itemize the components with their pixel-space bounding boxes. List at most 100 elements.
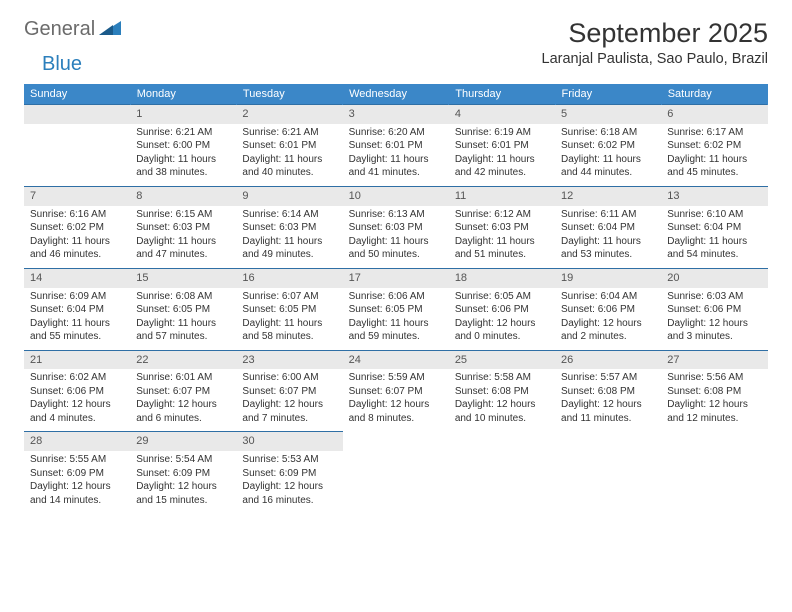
daylight-text: Daylight: 11 hours and 57 minutes. — [136, 317, 230, 344]
sunrise-text: Sunrise: 5:54 AM — [136, 453, 230, 467]
day-cell: 25Sunrise: 5:58 AMSunset: 6:08 PMDayligh… — [449, 350, 555, 432]
day-number: 17 — [343, 269, 449, 288]
logo-triangle-icon — [99, 19, 121, 40]
daylight-text: Daylight: 12 hours and 14 minutes. — [30, 480, 124, 507]
day-cell: 29Sunrise: 5:54 AMSunset: 6:09 PMDayligh… — [130, 432, 236, 513]
day-number: 2 — [236, 105, 342, 124]
sunset-text: Sunset: 6:01 PM — [242, 139, 336, 153]
sunset-text: Sunset: 6:03 PM — [136, 221, 230, 235]
day-header: Wednesday — [343, 84, 449, 105]
daylight-text: Daylight: 11 hours and 47 minutes. — [136, 235, 230, 262]
day-header: Tuesday — [236, 84, 342, 105]
daylight-text: Daylight: 12 hours and 4 minutes. — [30, 398, 124, 425]
day-number: 22 — [130, 351, 236, 370]
week-row: 1Sunrise: 6:21 AMSunset: 6:00 PMDaylight… — [24, 105, 768, 187]
day-number: 27 — [661, 351, 767, 370]
daylight-text: Daylight: 12 hours and 8 minutes. — [349, 398, 443, 425]
sunset-text: Sunset: 6:03 PM — [242, 221, 336, 235]
day-number: 12 — [555, 187, 661, 206]
day-number: 14 — [24, 269, 130, 288]
daylight-text: Daylight: 12 hours and 16 minutes. — [242, 480, 336, 507]
sunrise-text: Sunrise: 6:11 AM — [561, 208, 655, 222]
day-header: Saturday — [661, 84, 767, 105]
day-cell: 3Sunrise: 6:20 AMSunset: 6:01 PMDaylight… — [343, 105, 449, 187]
day-number: 25 — [449, 351, 555, 370]
sunset-text: Sunset: 6:09 PM — [30, 467, 124, 481]
day-cell: 16Sunrise: 6:07 AMSunset: 6:05 PMDayligh… — [236, 268, 342, 350]
sunrise-text: Sunrise: 5:58 AM — [455, 371, 549, 385]
day-cell: 15Sunrise: 6:08 AMSunset: 6:05 PMDayligh… — [130, 268, 236, 350]
logo-text-general: General — [24, 18, 95, 41]
daylight-text: Daylight: 11 hours and 38 minutes. — [136, 153, 230, 180]
sunrise-text: Sunrise: 6:20 AM — [349, 126, 443, 140]
day-header: Friday — [555, 84, 661, 105]
sunrise-text: Sunrise: 6:08 AM — [136, 290, 230, 304]
empty-day-cell — [555, 432, 661, 513]
sunset-text: Sunset: 6:08 PM — [561, 385, 655, 399]
daylight-text: Daylight: 11 hours and 49 minutes. — [242, 235, 336, 262]
empty-day-cell — [661, 432, 767, 513]
day-number: 13 — [661, 187, 767, 206]
sunset-text: Sunset: 6:09 PM — [136, 467, 230, 481]
month-title: September 2025 — [542, 18, 769, 49]
sunset-text: Sunset: 6:06 PM — [30, 385, 124, 399]
day-number: 6 — [661, 105, 767, 124]
day-cell: 13Sunrise: 6:10 AMSunset: 6:04 PMDayligh… — [661, 186, 767, 268]
sunset-text: Sunset: 6:01 PM — [455, 139, 549, 153]
sunrise-text: Sunrise: 6:19 AM — [455, 126, 549, 140]
day-number: 26 — [555, 351, 661, 370]
sunset-text: Sunset: 6:03 PM — [455, 221, 549, 235]
daylight-text: Daylight: 12 hours and 2 minutes. — [561, 317, 655, 344]
sunset-text: Sunset: 6:08 PM — [455, 385, 549, 399]
daylight-text: Daylight: 11 hours and 53 minutes. — [561, 235, 655, 262]
day-cell: 18Sunrise: 6:05 AMSunset: 6:06 PMDayligh… — [449, 268, 555, 350]
day-number: 9 — [236, 187, 342, 206]
sunset-text: Sunset: 6:02 PM — [561, 139, 655, 153]
day-number: 4 — [449, 105, 555, 124]
day-cell: 2Sunrise: 6:21 AMSunset: 6:01 PMDaylight… — [236, 105, 342, 187]
empty-day-cell — [24, 105, 130, 187]
day-cell: 10Sunrise: 6:13 AMSunset: 6:03 PMDayligh… — [343, 186, 449, 268]
sunrise-text: Sunrise: 6:15 AM — [136, 208, 230, 222]
sunset-text: Sunset: 6:02 PM — [30, 221, 124, 235]
sunset-text: Sunset: 6:00 PM — [136, 139, 230, 153]
daylight-text: Daylight: 11 hours and 55 minutes. — [30, 317, 124, 344]
sunset-text: Sunset: 6:07 PM — [136, 385, 230, 399]
sunset-text: Sunset: 6:04 PM — [30, 303, 124, 317]
sunset-text: Sunset: 6:04 PM — [561, 221, 655, 235]
day-number: 11 — [449, 187, 555, 206]
sunset-text: Sunset: 6:07 PM — [349, 385, 443, 399]
day-number: 10 — [343, 187, 449, 206]
sunrise-text: Sunrise: 6:02 AM — [30, 371, 124, 385]
day-number: 23 — [236, 351, 342, 370]
day-number: 30 — [236, 432, 342, 451]
logo: General — [24, 18, 123, 41]
day-cell: 20Sunrise: 6:03 AMSunset: 6:06 PMDayligh… — [661, 268, 767, 350]
logo-text-blue: Blue — [42, 53, 82, 76]
sunset-text: Sunset: 6:06 PM — [561, 303, 655, 317]
day-cell: 28Sunrise: 5:55 AMSunset: 6:09 PMDayligh… — [24, 432, 130, 513]
day-cell: 22Sunrise: 6:01 AMSunset: 6:07 PMDayligh… — [130, 350, 236, 432]
daylight-text: Daylight: 11 hours and 54 minutes. — [667, 235, 761, 262]
daylight-text: Daylight: 11 hours and 40 minutes. — [242, 153, 336, 180]
sunrise-text: Sunrise: 6:16 AM — [30, 208, 124, 222]
sunrise-text: Sunrise: 6:01 AM — [136, 371, 230, 385]
daylight-text: Daylight: 12 hours and 6 minutes. — [136, 398, 230, 425]
daylight-text: Daylight: 11 hours and 59 minutes. — [349, 317, 443, 344]
day-number: 21 — [24, 351, 130, 370]
sunset-text: Sunset: 6:01 PM — [349, 139, 443, 153]
day-cell: 26Sunrise: 5:57 AMSunset: 6:08 PMDayligh… — [555, 350, 661, 432]
sunrise-text: Sunrise: 5:59 AM — [349, 371, 443, 385]
day-cell: 21Sunrise: 6:02 AMSunset: 6:06 PMDayligh… — [24, 350, 130, 432]
sunrise-text: Sunrise: 5:57 AM — [561, 371, 655, 385]
day-header: Monday — [130, 84, 236, 105]
daylight-text: Daylight: 12 hours and 15 minutes. — [136, 480, 230, 507]
sunrise-text: Sunrise: 6:00 AM — [242, 371, 336, 385]
sunrise-text: Sunrise: 6:21 AM — [136, 126, 230, 140]
day-cell: 24Sunrise: 5:59 AMSunset: 6:07 PMDayligh… — [343, 350, 449, 432]
day-header: Sunday — [24, 84, 130, 105]
sunrise-text: Sunrise: 6:13 AM — [349, 208, 443, 222]
day-cell: 1Sunrise: 6:21 AMSunset: 6:00 PMDaylight… — [130, 105, 236, 187]
day-cell: 14Sunrise: 6:09 AMSunset: 6:04 PMDayligh… — [24, 268, 130, 350]
day-cell: 23Sunrise: 6:00 AMSunset: 6:07 PMDayligh… — [236, 350, 342, 432]
